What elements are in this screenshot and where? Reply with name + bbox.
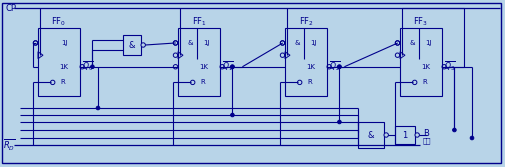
Text: $\overline{Q_3}$: $\overline{Q_3}$ — [444, 59, 456, 72]
Text: 1K: 1K — [307, 64, 316, 70]
Bar — [178, 28, 220, 96]
Circle shape — [231, 65, 234, 69]
Text: &: & — [409, 40, 415, 46]
Circle shape — [470, 136, 474, 140]
Text: 1K: 1K — [199, 64, 209, 70]
Text: &: & — [129, 41, 135, 49]
Circle shape — [231, 65, 234, 69]
Text: R: R — [201, 79, 206, 85]
Bar — [123, 35, 141, 55]
Text: R: R — [308, 79, 313, 85]
Circle shape — [452, 128, 456, 132]
Text: 1J: 1J — [425, 40, 432, 46]
Circle shape — [231, 113, 234, 117]
Text: 1K: 1K — [422, 64, 431, 70]
Text: FF$_2$: FF$_2$ — [298, 16, 314, 28]
Text: R: R — [423, 79, 428, 85]
Circle shape — [96, 106, 100, 110]
Bar — [285, 28, 327, 96]
Text: CP: CP — [5, 4, 16, 13]
Bar — [358, 122, 384, 148]
Text: 1J: 1J — [310, 40, 317, 46]
Text: 1J: 1J — [204, 40, 210, 46]
Circle shape — [141, 43, 145, 47]
Text: &: & — [294, 40, 299, 46]
Text: 1K: 1K — [60, 64, 69, 70]
Circle shape — [338, 120, 341, 124]
Bar — [400, 28, 442, 96]
Text: 1: 1 — [402, 130, 408, 139]
Circle shape — [90, 65, 94, 69]
Circle shape — [384, 133, 388, 137]
Bar — [38, 28, 80, 96]
Text: &: & — [187, 40, 192, 46]
Text: $\overline{R_D}$: $\overline{R_D}$ — [3, 137, 16, 153]
Text: FF$_0$: FF$_0$ — [52, 16, 67, 28]
Text: 借位: 借位 — [423, 138, 431, 144]
Text: R: R — [61, 79, 66, 85]
Circle shape — [338, 65, 341, 69]
Text: 1J: 1J — [61, 40, 67, 46]
Text: $\overline{Q_1}$: $\overline{Q_1}$ — [222, 59, 234, 72]
Text: B: B — [423, 128, 429, 137]
Text: FF$_3$: FF$_3$ — [414, 16, 429, 28]
Circle shape — [415, 133, 419, 137]
Text: $\overline{Q_0}$: $\overline{Q_0}$ — [82, 59, 94, 72]
Bar — [395, 126, 415, 144]
Text: FF$_1$: FF$_1$ — [191, 16, 207, 28]
Circle shape — [338, 65, 341, 69]
Text: &: & — [368, 130, 374, 139]
Text: $\overline{Q_2}$: $\overline{Q_2}$ — [329, 59, 341, 72]
